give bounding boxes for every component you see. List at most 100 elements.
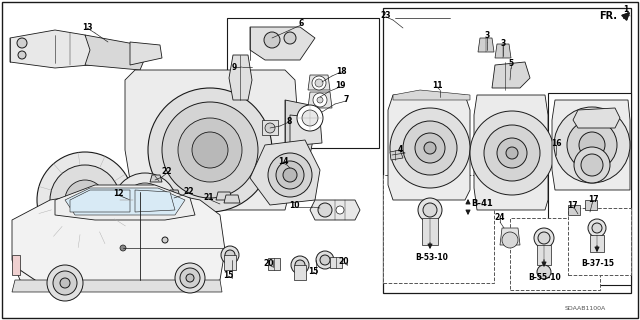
Polygon shape: [330, 257, 342, 268]
Circle shape: [17, 38, 27, 48]
Circle shape: [574, 147, 610, 183]
Text: 22: 22: [162, 167, 172, 177]
Circle shape: [225, 250, 235, 260]
Circle shape: [120, 245, 126, 251]
Text: 17: 17: [566, 202, 577, 211]
Polygon shape: [55, 185, 195, 220]
Circle shape: [567, 120, 617, 170]
Circle shape: [320, 255, 330, 265]
Circle shape: [284, 32, 296, 44]
Polygon shape: [308, 75, 330, 90]
Polygon shape: [250, 27, 315, 60]
Circle shape: [424, 142, 436, 154]
Text: B-55-10: B-55-10: [529, 274, 561, 283]
Bar: [383, 175, 494, 283]
Circle shape: [506, 147, 518, 159]
Polygon shape: [65, 188, 185, 215]
Polygon shape: [388, 95, 470, 200]
Text: 20: 20: [264, 260, 275, 268]
Polygon shape: [268, 258, 280, 270]
Text: 17: 17: [588, 196, 598, 204]
Polygon shape: [422, 218, 438, 245]
Text: B-41: B-41: [471, 198, 493, 207]
Text: 11: 11: [432, 82, 442, 91]
Polygon shape: [393, 90, 470, 100]
Text: 8: 8: [286, 116, 292, 125]
Polygon shape: [492, 62, 530, 88]
Polygon shape: [500, 228, 520, 245]
Polygon shape: [262, 120, 278, 135]
Text: 12: 12: [113, 189, 124, 198]
Polygon shape: [478, 38, 494, 52]
Circle shape: [123, 183, 167, 227]
Circle shape: [47, 265, 83, 301]
Circle shape: [295, 260, 305, 270]
Circle shape: [316, 251, 334, 269]
Polygon shape: [216, 192, 232, 200]
Text: 15: 15: [308, 267, 318, 276]
Text: 15: 15: [223, 270, 233, 279]
Polygon shape: [552, 100, 630, 190]
Polygon shape: [150, 175, 162, 182]
Circle shape: [291, 256, 309, 274]
Text: 6: 6: [298, 20, 303, 28]
Circle shape: [403, 121, 457, 175]
Circle shape: [470, 111, 554, 195]
Circle shape: [265, 123, 275, 133]
Text: 3: 3: [500, 38, 506, 47]
Polygon shape: [130, 42, 162, 65]
Circle shape: [162, 237, 168, 243]
Circle shape: [297, 105, 323, 131]
Circle shape: [283, 168, 297, 182]
Circle shape: [318, 203, 332, 217]
Text: 10: 10: [289, 202, 300, 211]
Polygon shape: [308, 92, 332, 108]
Circle shape: [418, 198, 442, 222]
Polygon shape: [125, 70, 300, 210]
Circle shape: [579, 132, 605, 158]
Text: 3: 3: [484, 31, 490, 41]
Text: 9: 9: [232, 62, 237, 71]
Polygon shape: [590, 235, 604, 252]
Polygon shape: [12, 255, 20, 275]
Circle shape: [162, 102, 258, 198]
Circle shape: [315, 79, 323, 87]
Polygon shape: [474, 95, 548, 210]
Circle shape: [336, 206, 344, 214]
Text: 23: 23: [381, 12, 391, 20]
Polygon shape: [585, 200, 597, 210]
Circle shape: [221, 246, 239, 264]
Circle shape: [312, 76, 326, 90]
Circle shape: [502, 232, 518, 248]
Polygon shape: [495, 44, 511, 58]
Polygon shape: [229, 55, 252, 100]
Polygon shape: [10, 30, 95, 68]
Text: 19: 19: [335, 82, 345, 91]
Circle shape: [538, 232, 550, 244]
Circle shape: [588, 219, 606, 237]
Circle shape: [77, 192, 93, 208]
Polygon shape: [573, 108, 620, 128]
Circle shape: [537, 265, 551, 279]
Text: 21: 21: [204, 194, 214, 203]
Circle shape: [302, 110, 318, 126]
Text: 24: 24: [495, 212, 505, 221]
Circle shape: [581, 154, 603, 176]
Circle shape: [148, 88, 272, 212]
Circle shape: [18, 51, 26, 59]
Circle shape: [65, 180, 105, 220]
Text: 14: 14: [278, 157, 288, 166]
Text: 20: 20: [339, 258, 349, 267]
Circle shape: [50, 165, 120, 235]
Bar: [383, 8, 631, 293]
Circle shape: [180, 268, 200, 288]
Circle shape: [113, 173, 177, 237]
Polygon shape: [290, 115, 322, 146]
Bar: [227, 18, 379, 148]
Circle shape: [534, 228, 554, 248]
Circle shape: [423, 203, 437, 217]
Polygon shape: [70, 190, 130, 212]
Polygon shape: [310, 200, 360, 220]
Polygon shape: [224, 255, 236, 270]
Circle shape: [37, 152, 133, 248]
